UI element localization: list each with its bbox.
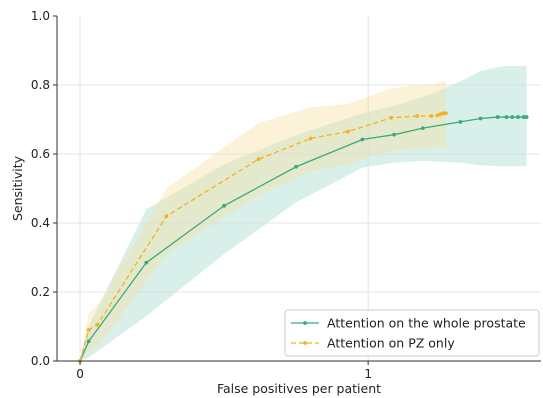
y-tick-label-2: 0.4	[31, 216, 50, 230]
data-point-0-9	[478, 116, 483, 121]
data-point-1-7	[389, 115, 394, 120]
data-point-0-4	[294, 164, 299, 169]
data-point-1-11	[438, 112, 443, 117]
data-point-1-5	[308, 136, 313, 141]
data-point-1-10	[435, 113, 440, 118]
x-axis-label: False positives per patient	[217, 381, 381, 396]
y-tick-label-4: 0.8	[31, 78, 50, 92]
legend: Attention on the whole prostate Attentio…	[284, 309, 540, 357]
data-point-1-4	[256, 157, 261, 162]
data-point-0-7	[420, 126, 425, 131]
series-lines	[78, 111, 529, 363]
data-point-1-2	[95, 322, 100, 327]
x-tick-label-0: 0	[76, 367, 84, 381]
confidence-band-1	[80, 81, 446, 362]
data-point-0-6	[392, 132, 396, 137]
legend-box	[284, 309, 540, 357]
y-axis-label: Sensitivity	[10, 155, 25, 221]
data-point-0-15	[524, 115, 529, 119]
data-point-0-11	[504, 115, 509, 119]
tick-marks: 0.0 0.2 0.4 0.6 0.8 1.0 0 1	[31, 9, 372, 381]
data-point-1-3	[164, 214, 169, 219]
legend-marker-pz-only	[303, 341, 307, 345]
grid-lines	[57, 16, 541, 361]
data-point-1-6	[346, 129, 350, 134]
data-point-0-13	[516, 115, 520, 119]
data-point-0-8	[458, 120, 463, 124]
legend-label-pz-only: Attention on PZ only	[327, 336, 455, 351]
y-tick-label-0: 0.0	[31, 354, 50, 368]
data-point-0-14	[521, 115, 526, 119]
series-line-0	[79, 116, 527, 362]
data-point-1-8	[415, 114, 420, 118]
data-point-0-3	[222, 203, 226, 208]
y-tick-label-3: 0.6	[31, 147, 50, 161]
data-point-0-5	[360, 137, 365, 142]
data-point-1-13	[444, 111, 448, 116]
data-point-0-2	[144, 260, 149, 265]
data-point-1-9	[429, 114, 434, 118]
confidence-bands	[80, 66, 527, 362]
data-point-0-12	[510, 115, 515, 119]
axes	[56, 16, 541, 362]
x-tick-label-1: 1	[364, 367, 372, 381]
data-point-0-1	[86, 339, 91, 344]
data-point-1-12	[441, 111, 445, 116]
y-tick-label-1: 0.2	[31, 285, 50, 299]
data-point-0-10	[495, 115, 500, 119]
legend-label-whole-prostate: Attention on the whole prostate	[327, 316, 526, 331]
data-point-1-1	[86, 328, 91, 332]
legend-marker-whole-prostate	[303, 321, 307, 325]
confidence-band-0	[80, 66, 527, 362]
y-tick-label-5: 1.0	[31, 9, 50, 23]
